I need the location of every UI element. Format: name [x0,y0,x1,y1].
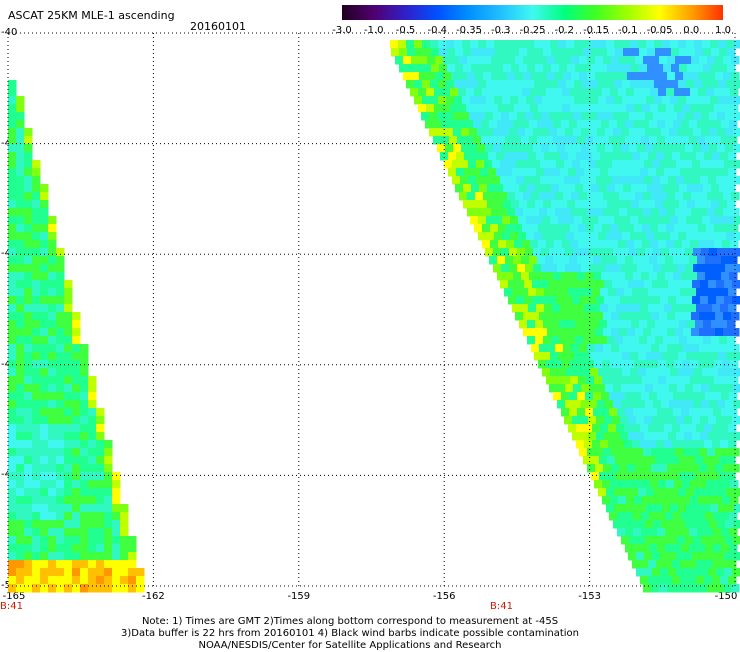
lat-lon-grid [7,32,736,587]
colorbar-labels: -3.0 -1.0 -0.5 -0.4 -0.35 -0.3 -0.25 -0.2 -0.15-… [332,25,731,37]
colorbar-tick-label: -0.25 [519,25,546,36]
orbit-label-center: B:41 [490,601,513,612]
satellite-swaths [8,40,740,593]
footnote-line-2: 3)Data buffer is 22 hrs from 20160101 4)… [121,628,579,639]
map-title: ASCAT 25KM MLE-1 ascending [8,9,175,22]
colorbar-tick-label: -0.3 [490,25,511,36]
colorbar-tick-label: 1.0 [715,25,731,36]
longitude-tick-label: -150 [714,591,738,602]
colorbar [342,5,723,20]
colorbar-tick-label: -1.0 [363,25,384,36]
colorbar-tick-label: -0.4 [427,25,448,36]
colorbar-tick-label: -0.05 [646,25,673,36]
colorbar-tick-label: 0.0 [683,25,700,36]
footnote-line-1: Note: 1) Times are GMT 2)Times along bot… [141,616,559,627]
footnote: Note: 1) Times are GMT 2)Times along bot… [110,616,590,652]
orbit-label-left: B:41 [0,601,23,612]
map-date: 20160101 [190,20,246,33]
colorbar-tick-label: -3.0 [332,25,352,36]
longitude-tick-label: -165 [2,591,26,602]
colorbar-tick-label: -0.1 [617,25,638,36]
longitude-tick-label: -153 [578,591,601,602]
colorbar-tick-label: -0.15 [583,25,609,36]
longitude-tick-label: -162 [142,591,165,602]
colorbar-tick-label: -0.35 [456,25,482,36]
colorbar-tick-label: -0.2 [554,25,575,36]
longitude-labels: -165 -162 -159 -156 -153 -150 [0,591,740,605]
longitude-tick-label: -159 [287,591,311,602]
latitude-tick-label: -40 [1,27,18,38]
footnote-line-3: NOAA/NESDIS/Center for Satellite Applica… [198,640,502,651]
longitude-tick-label: -156 [432,591,456,602]
colorbar-tick-label: -0.5 [395,25,416,36]
